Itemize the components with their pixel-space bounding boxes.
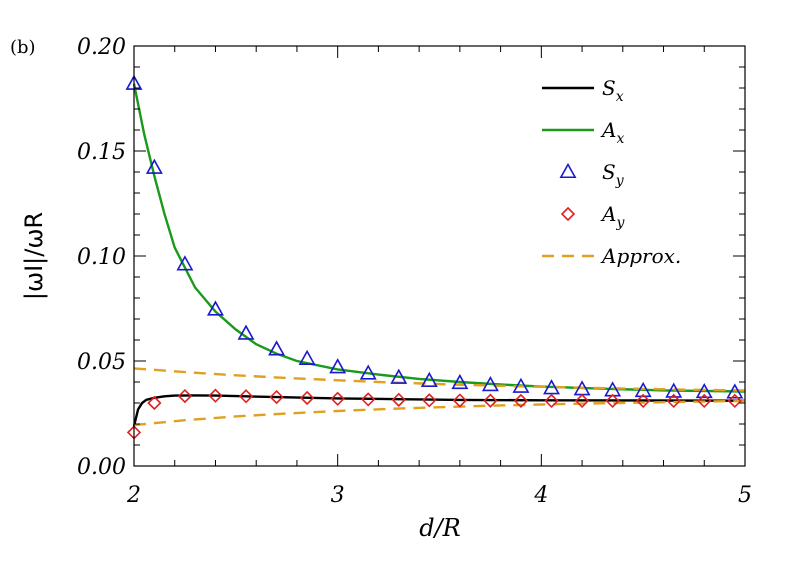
series-line-s-x xyxy=(132,394,746,427)
legend-label-main: A xyxy=(600,202,616,226)
legend-label-a-x: Ax xyxy=(600,118,624,147)
point-s-y xyxy=(543,379,561,395)
point-a-y xyxy=(605,393,620,409)
ticks: 2 3 4 5 0.00 0.05 0.10 0.15 0.20 xyxy=(77,35,752,508)
point-a-y xyxy=(513,393,529,409)
point-a-y xyxy=(666,393,681,409)
y-tick-label: 0.15 xyxy=(77,140,126,165)
legend-label-main: Approx. xyxy=(600,244,681,268)
legend-label-main: A xyxy=(600,118,616,142)
point-a-y xyxy=(483,393,498,408)
series-line-approx-upper xyxy=(133,367,746,392)
curves xyxy=(132,83,746,427)
point-s-y xyxy=(298,349,316,365)
point-s-y xyxy=(512,377,530,393)
series-line-a-x xyxy=(132,83,746,393)
point-s-y xyxy=(481,376,499,392)
point-s-y xyxy=(176,255,194,271)
point-a-y xyxy=(452,393,467,408)
point-s-y xyxy=(451,373,469,390)
legend-swatch-s-y xyxy=(559,162,577,179)
point-s-y xyxy=(665,382,683,398)
point-a-y xyxy=(269,389,284,405)
legend-label-main: S xyxy=(602,160,616,184)
legend-label-a-y: Ay xyxy=(600,202,625,231)
x-axis-label: d/R xyxy=(419,514,461,542)
point-a-y xyxy=(697,393,712,409)
legend-label-sub: y xyxy=(615,215,625,231)
legend-swatch-a-y xyxy=(560,206,576,222)
point-a-y xyxy=(177,388,193,404)
y-tick-label: 0.00 xyxy=(77,455,126,480)
point-s-y xyxy=(237,324,255,340)
point-s-y xyxy=(268,340,286,356)
y-tick-label: 0.05 xyxy=(77,350,126,375)
legend-label-sub: x xyxy=(616,89,624,105)
point-a-y xyxy=(330,391,345,406)
legend-label-main: S xyxy=(602,76,616,100)
point-s-y xyxy=(726,383,744,399)
y-tick-label: 0.20 xyxy=(77,35,126,60)
x-tick-label: 2 xyxy=(126,483,141,508)
panel-label: (b) xyxy=(10,37,36,58)
legend-label-sub: y xyxy=(615,173,625,189)
x-tick-label: 5 xyxy=(738,483,752,508)
point-a-y xyxy=(208,388,223,403)
point-a-y xyxy=(727,393,742,409)
point-a-y xyxy=(574,393,590,409)
y-tick-label: 0.10 xyxy=(77,245,126,270)
legend-label-s-x: Sx xyxy=(602,76,624,105)
y-axis-label: |ωI|/ωR xyxy=(20,212,48,300)
markers xyxy=(125,74,744,440)
legend-label-sub: x xyxy=(616,131,624,147)
point-a-y xyxy=(238,389,254,404)
point-s-y xyxy=(420,371,438,388)
point-a-y xyxy=(544,393,559,409)
point-a-y xyxy=(391,392,406,407)
legend-label-s-y: Sy xyxy=(602,160,625,189)
point-s-y xyxy=(145,158,163,174)
legend-label-approx: Approx. xyxy=(600,244,681,268)
point-s-y xyxy=(206,300,224,316)
point-s-y xyxy=(329,358,347,374)
point-a-y xyxy=(147,395,162,411)
x-tick-label: 4 xyxy=(533,483,548,508)
x-tick-label: 3 xyxy=(331,483,345,508)
plot-area: 2 3 4 5 0.00 0.05 0.10 0.15 0.20 xyxy=(77,35,752,508)
point-a-y xyxy=(299,390,315,406)
point-s-y xyxy=(634,381,652,398)
point-s-y xyxy=(390,368,408,384)
point-a-y xyxy=(422,393,437,408)
point-a-y xyxy=(361,392,376,407)
series-line-approx-lower xyxy=(133,399,746,427)
point-a-y xyxy=(636,393,651,409)
point-s-y xyxy=(695,382,713,399)
point-s-y xyxy=(359,364,377,380)
